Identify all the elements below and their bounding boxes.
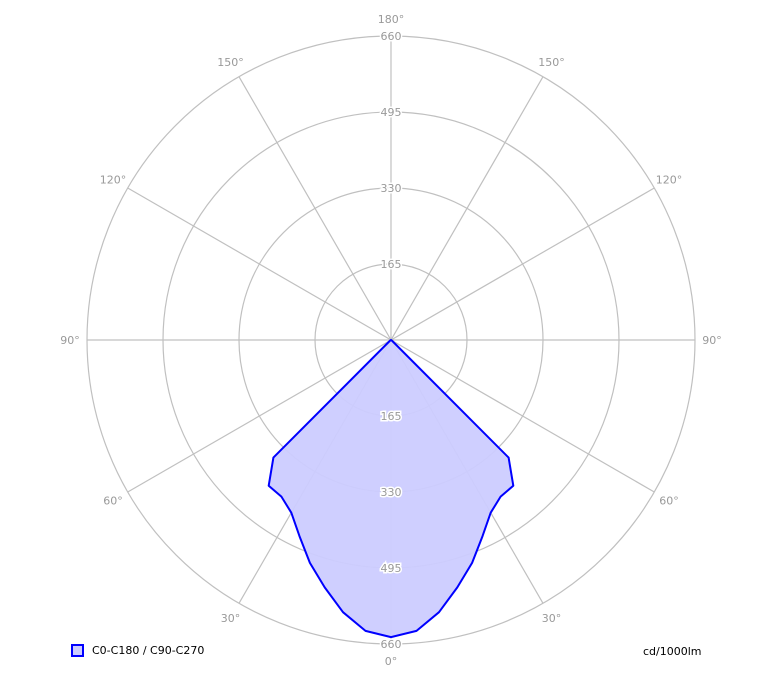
radial-tick-label: 495 xyxy=(381,562,402,575)
angle-label: 180° xyxy=(378,13,405,26)
angle-label: 30° xyxy=(221,612,241,625)
angle-label: 150° xyxy=(217,56,244,69)
legend: C0-C180 / C90-C270 xyxy=(71,644,204,657)
radial-tick-label: 495 xyxy=(381,106,402,119)
radial-tick-label: 165 xyxy=(381,258,402,271)
angle-label: 120° xyxy=(100,174,127,187)
unit-label: cd/1000lm xyxy=(643,645,702,658)
angle-label: 60° xyxy=(659,495,679,508)
angle-label: 30° xyxy=(542,612,562,625)
radial-tick-label: 330 xyxy=(381,182,402,195)
angle-label: 150° xyxy=(538,56,565,69)
angle-label: 90° xyxy=(60,334,80,347)
legend-label: C0-C180 / C90-C270 xyxy=(92,644,205,657)
series-curve xyxy=(267,339,515,639)
angle-label: 0° xyxy=(385,655,398,668)
legend-swatch xyxy=(71,644,84,657)
angle-label: 90° xyxy=(702,334,722,347)
radial-tick-label: 660 xyxy=(381,638,402,651)
radial-tick-label: 330 xyxy=(381,486,402,499)
angle-label: 60° xyxy=(103,495,123,508)
angle-label: 120° xyxy=(656,174,683,187)
radial-tick-label: 165 xyxy=(381,410,402,423)
radial-tick-label: 660 xyxy=(381,30,402,43)
